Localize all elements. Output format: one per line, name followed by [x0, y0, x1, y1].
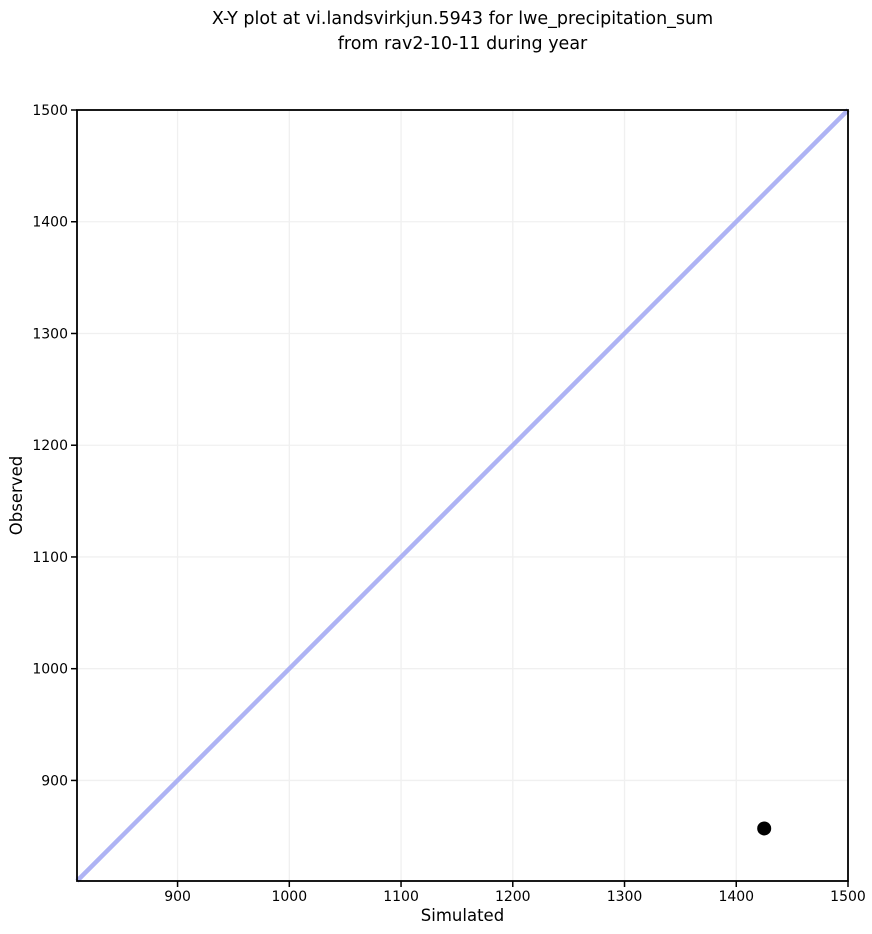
y-tick-label: 1400 — [32, 215, 68, 231]
x-tick-label: 900 — [164, 889, 191, 905]
data-point — [757, 821, 772, 836]
identity-line — [75, 108, 850, 883]
y-tick-label: 1200 — [32, 438, 68, 454]
y-tick-label: 1300 — [32, 326, 68, 342]
x-tick-label: 1300 — [607, 889, 643, 905]
y-tick-label: 1500 — [32, 103, 68, 119]
axes-box — [76, 109, 849, 882]
x-tick-label: 1000 — [271, 889, 307, 905]
chart-title: X-Y plot at vi.landsvirkjun.5943 for lwe… — [77, 7, 848, 57]
y-tick-label: 1100 — [32, 550, 68, 566]
y-tick-label: 1000 — [32, 662, 68, 678]
x-tick-label: 1100 — [383, 889, 419, 905]
y-axis-label: Observed — [7, 456, 26, 535]
y-tick-label: 900 — [41, 773, 68, 789]
x-tick-label: 1200 — [495, 889, 531, 905]
x-axis-label: Simulated — [421, 906, 504, 925]
x-tick-label: 1400 — [718, 889, 754, 905]
chart-title-line2: from rav2-10-11 during year — [337, 34, 588, 54]
chart-title-line1: X-Y plot at vi.landsvirkjun.5943 for lwe… — [211, 9, 714, 29]
x-tick-label: 1500 — [830, 889, 866, 905]
